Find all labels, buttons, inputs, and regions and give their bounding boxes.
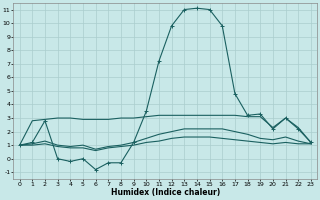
X-axis label: Humidex (Indice chaleur): Humidex (Indice chaleur) [111, 188, 220, 197]
